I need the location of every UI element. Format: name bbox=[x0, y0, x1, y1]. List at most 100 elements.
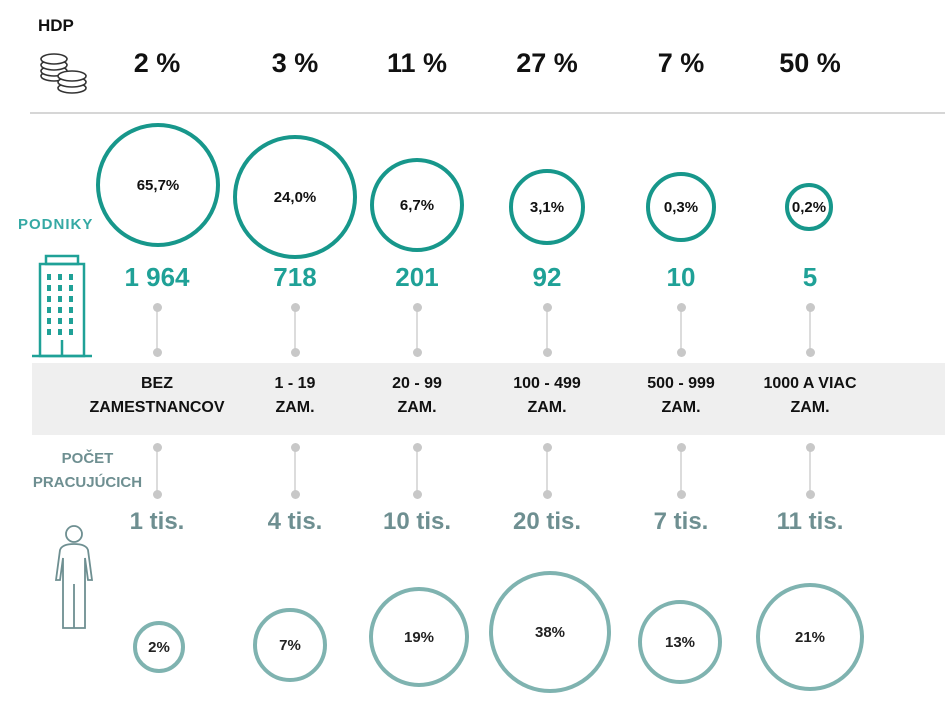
hdp-share: 7 % bbox=[657, 48, 705, 78]
connector-dot bbox=[677, 303, 686, 312]
enterprise-share-circle: 24,0% bbox=[233, 135, 357, 259]
hdp-share: 11 % bbox=[386, 48, 448, 78]
connector-line bbox=[156, 447, 158, 493]
connector-dot bbox=[677, 348, 686, 357]
workers-share-circle: 2% bbox=[133, 621, 185, 673]
connector-dot bbox=[153, 303, 162, 312]
connector-line bbox=[546, 307, 548, 352]
workers-count: 10 tis. bbox=[382, 508, 452, 535]
connector-line bbox=[680, 307, 682, 352]
connector-line bbox=[809, 447, 811, 493]
connector-dot bbox=[806, 348, 815, 357]
workers-share-label: 7% bbox=[279, 636, 301, 654]
coins-icon bbox=[40, 53, 87, 94]
size-category-line1: 500 - 999 bbox=[647, 375, 715, 392]
enterprise-count: 5 bbox=[802, 262, 818, 292]
connector-dot bbox=[543, 348, 552, 357]
connector-dot bbox=[153, 490, 162, 499]
workers-share-label: 19% bbox=[403, 628, 435, 646]
workers-share-label: 38% bbox=[534, 623, 566, 641]
enterprise-share-label: 24,0% bbox=[273, 188, 317, 206]
size-category-line1: 1 - 19 bbox=[274, 375, 316, 392]
connector-dot bbox=[413, 443, 422, 452]
connector-dot bbox=[543, 443, 552, 452]
podniky-label: PODNIKY bbox=[18, 216, 94, 233]
connector-line bbox=[809, 307, 811, 352]
size-category: 100 - 499 ZAM. bbox=[462, 372, 632, 420]
size-category: 1000 A VIAC ZAM. bbox=[725, 372, 895, 420]
enterprise-share-label: 3,1% bbox=[529, 198, 565, 216]
workers-count: 1 tis. bbox=[129, 508, 185, 535]
enterprise-count: 718 bbox=[273, 262, 317, 292]
size-category-line1: 20 - 99 bbox=[392, 375, 442, 392]
size-category-line2: ZAMESTNANCOV bbox=[89, 399, 225, 416]
enterprise-share-label: 0,2% bbox=[791, 198, 827, 216]
size-category-line2: ZAM. bbox=[275, 399, 315, 416]
workers-label: POČET PRACUJÚCICH bbox=[20, 447, 155, 495]
enterprise-share-circle: 0,2% bbox=[785, 183, 833, 231]
hdp-share: 50 % bbox=[779, 48, 841, 78]
enterprise-share-circle: 6,7% bbox=[370, 158, 464, 252]
size-category-band bbox=[32, 363, 945, 435]
workers-count: 20 tis. bbox=[512, 508, 582, 535]
size-category: 1 - 19 ZAM. bbox=[210, 372, 380, 420]
connector-dot bbox=[806, 303, 815, 312]
connector-line bbox=[156, 307, 158, 352]
enterprise-count: 1 964 bbox=[124, 262, 190, 292]
connector-line bbox=[680, 447, 682, 493]
divider bbox=[30, 112, 945, 114]
hdp-share: 3 % bbox=[271, 48, 319, 78]
connector-dot bbox=[153, 443, 162, 452]
building-icon bbox=[32, 254, 92, 358]
enterprise-count: 10 bbox=[666, 262, 696, 292]
connector-dot bbox=[413, 490, 422, 499]
connector-line bbox=[294, 307, 296, 352]
size-category: BEZ ZAMESTNANCOV bbox=[72, 372, 242, 420]
enterprise-count: 201 bbox=[395, 262, 439, 292]
hdp-share: 27 % bbox=[516, 48, 578, 78]
connector-dot bbox=[291, 348, 300, 357]
hdp-share: 2 % bbox=[133, 48, 181, 78]
connector-dot bbox=[677, 490, 686, 499]
enterprise-share-label: 6,7% bbox=[399, 196, 435, 214]
connector-line bbox=[416, 447, 418, 493]
workers-share-circle: 13% bbox=[638, 600, 722, 684]
connector-dot bbox=[291, 443, 300, 452]
workers-share-circle: 38% bbox=[489, 571, 611, 693]
workers-share-label: 21% bbox=[794, 628, 826, 646]
connector-dot bbox=[806, 490, 815, 499]
workers-label-line2: PRACUJÚCICH bbox=[32, 474, 143, 491]
workers-count: 4 tis. bbox=[267, 508, 323, 535]
enterprise-count: 92 bbox=[532, 262, 562, 292]
connector-dot bbox=[291, 490, 300, 499]
size-category-line2: ZAM. bbox=[661, 399, 701, 416]
workers-share-circle: 19% bbox=[369, 587, 469, 687]
connector-line bbox=[416, 307, 418, 352]
workers-share-circle: 7% bbox=[253, 608, 327, 682]
enterprise-share-label: 65,7% bbox=[136, 176, 180, 194]
workers-count: 11 tis. bbox=[776, 508, 844, 535]
enterprise-share-label: 0,3% bbox=[663, 198, 699, 216]
connector-dot bbox=[153, 348, 162, 357]
size-category: 20 - 99 ZAM. bbox=[332, 372, 502, 420]
connector-dot bbox=[413, 303, 422, 312]
size-category-line2: ZAM. bbox=[527, 399, 567, 416]
workers-share-label: 13% bbox=[664, 633, 696, 651]
size-category-line1: 1000 A VIAC bbox=[763, 375, 857, 392]
connector-dot bbox=[543, 490, 552, 499]
connector-dot bbox=[291, 303, 300, 312]
connector-dot bbox=[806, 443, 815, 452]
enterprise-share-circle: 65,7% bbox=[96, 123, 220, 247]
hdp-label: HDP bbox=[38, 16, 74, 35]
enterprise-share-circle: 0,3% bbox=[646, 172, 716, 242]
workers-label-line1: POČET bbox=[61, 450, 114, 467]
person-icon bbox=[54, 525, 94, 629]
connector-line bbox=[294, 447, 296, 493]
workers-share-circle: 21% bbox=[756, 583, 864, 691]
connector-dot bbox=[543, 303, 552, 312]
size-category-line1: BEZ bbox=[141, 375, 173, 392]
connector-dot bbox=[677, 443, 686, 452]
connector-dot bbox=[413, 348, 422, 357]
size-category-line2: ZAM. bbox=[397, 399, 437, 416]
